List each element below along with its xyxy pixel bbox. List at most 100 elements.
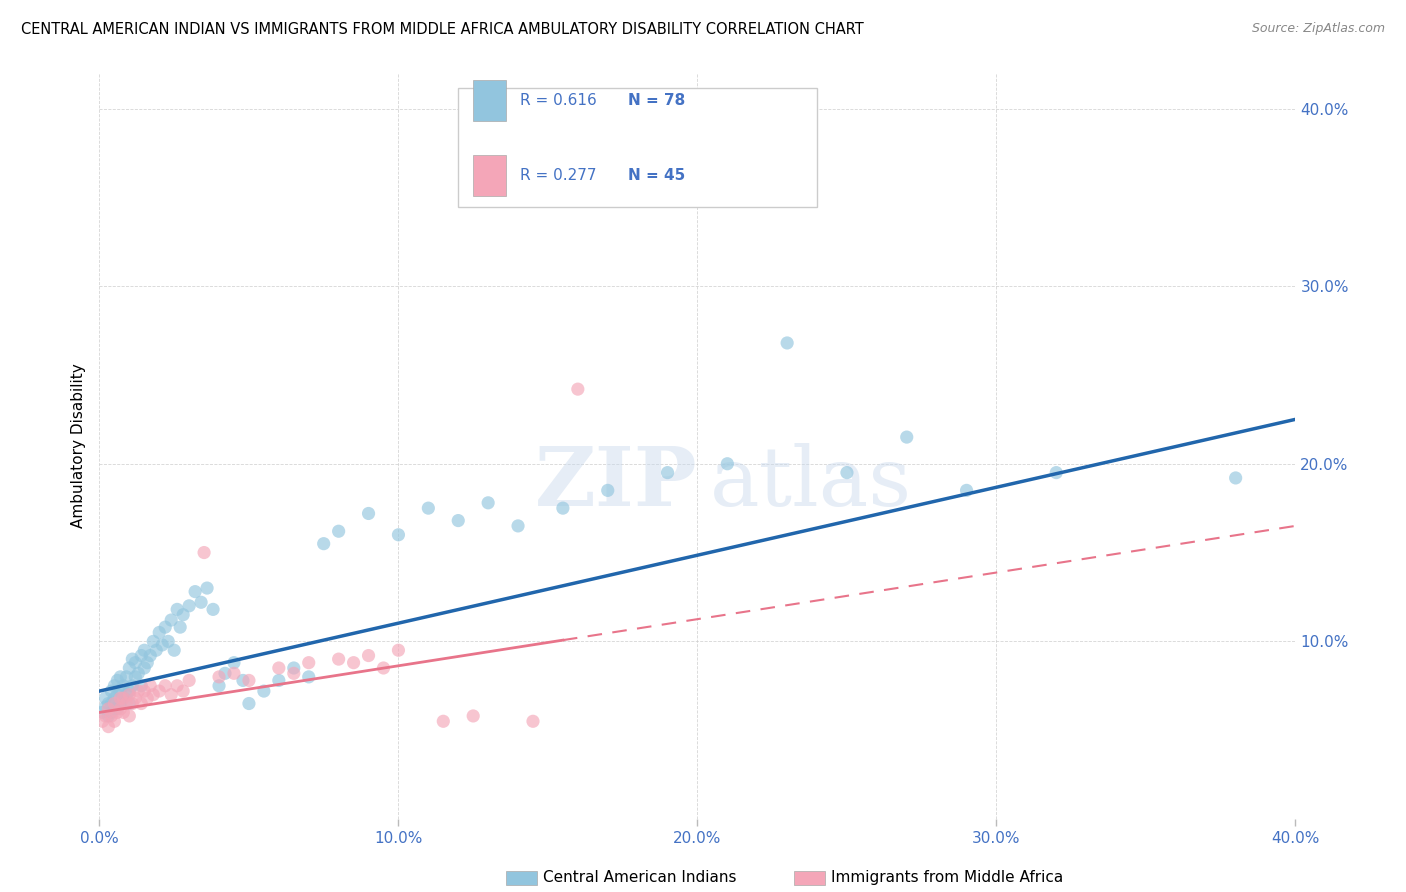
Point <box>97 702 120 716</box>
Point <box>110 691 132 706</box>
Point <box>567 382 589 396</box>
Point <box>716 457 738 471</box>
Point <box>896 430 918 444</box>
Point <box>298 656 321 670</box>
Point <box>418 501 440 516</box>
Point <box>432 714 454 729</box>
Point <box>195 581 218 595</box>
Point <box>179 673 201 688</box>
Point <box>118 661 141 675</box>
Point <box>163 643 186 657</box>
Point <box>298 670 321 684</box>
Point <box>238 697 260 711</box>
Point <box>955 483 977 498</box>
Text: N = 45: N = 45 <box>628 168 685 183</box>
Point <box>110 684 132 698</box>
Point <box>121 697 143 711</box>
Point <box>835 466 858 480</box>
Point <box>129 679 152 693</box>
Point <box>148 625 170 640</box>
Point <box>172 607 194 622</box>
Point <box>283 666 305 681</box>
Point <box>124 656 146 670</box>
Point <box>253 684 276 698</box>
Point <box>136 656 159 670</box>
Point <box>91 706 114 720</box>
Point <box>105 688 128 702</box>
Point <box>118 697 141 711</box>
Point <box>238 673 260 688</box>
Text: atlas: atlas <box>710 443 911 524</box>
Point <box>124 670 146 684</box>
Bar <box>458 88 817 207</box>
Point <box>94 709 117 723</box>
Point <box>155 620 177 634</box>
Point <box>283 661 305 675</box>
Point <box>103 702 125 716</box>
Point <box>776 335 799 350</box>
Point <box>190 595 212 609</box>
Point <box>105 706 128 720</box>
Bar <box>472 155 506 196</box>
Point <box>208 670 231 684</box>
Point <box>134 684 156 698</box>
Point <box>142 634 165 648</box>
Point <box>115 697 138 711</box>
Point <box>103 714 125 729</box>
Point <box>121 679 143 693</box>
Point <box>134 661 156 675</box>
Point <box>118 688 141 702</box>
Point <box>357 507 380 521</box>
Point <box>232 673 254 688</box>
Point <box>103 697 125 711</box>
Point <box>112 691 135 706</box>
Point <box>387 643 409 657</box>
Point <box>155 679 177 693</box>
Point <box>328 652 350 666</box>
Point <box>373 661 395 675</box>
Point <box>129 648 152 663</box>
Text: N = 78: N = 78 <box>628 94 685 109</box>
Point <box>100 684 122 698</box>
Text: Source: ZipAtlas.com: Source: ZipAtlas.com <box>1251 22 1385 36</box>
Point <box>127 684 149 698</box>
Point <box>160 613 183 627</box>
Point <box>100 709 122 723</box>
Point <box>267 673 290 688</box>
Point <box>222 666 245 681</box>
Point <box>328 524 350 539</box>
Point <box>121 652 143 666</box>
Point <box>387 528 409 542</box>
Point <box>150 638 173 652</box>
Point <box>214 666 236 681</box>
Point <box>202 602 225 616</box>
Point <box>100 706 122 720</box>
Point <box>112 679 135 693</box>
Point <box>193 545 215 559</box>
Point <box>103 679 125 693</box>
Point <box>148 684 170 698</box>
Point <box>115 688 138 702</box>
Y-axis label: Ambulatory Disability: Ambulatory Disability <box>72 364 86 528</box>
Point <box>145 643 167 657</box>
Point <box>94 700 117 714</box>
Point <box>129 697 152 711</box>
Point <box>596 483 619 498</box>
Point <box>97 697 120 711</box>
Point <box>1225 471 1247 485</box>
Point <box>142 688 165 702</box>
Point <box>105 702 128 716</box>
Point <box>267 661 290 675</box>
Point <box>127 666 149 681</box>
Point <box>136 691 159 706</box>
Point <box>447 514 470 528</box>
Point <box>115 670 138 684</box>
Point <box>105 673 128 688</box>
Point <box>91 714 114 729</box>
Point <box>97 709 120 723</box>
Point <box>124 691 146 706</box>
Point <box>157 634 180 648</box>
Point <box>166 679 188 693</box>
Bar <box>472 80 506 121</box>
Point <box>657 466 679 480</box>
